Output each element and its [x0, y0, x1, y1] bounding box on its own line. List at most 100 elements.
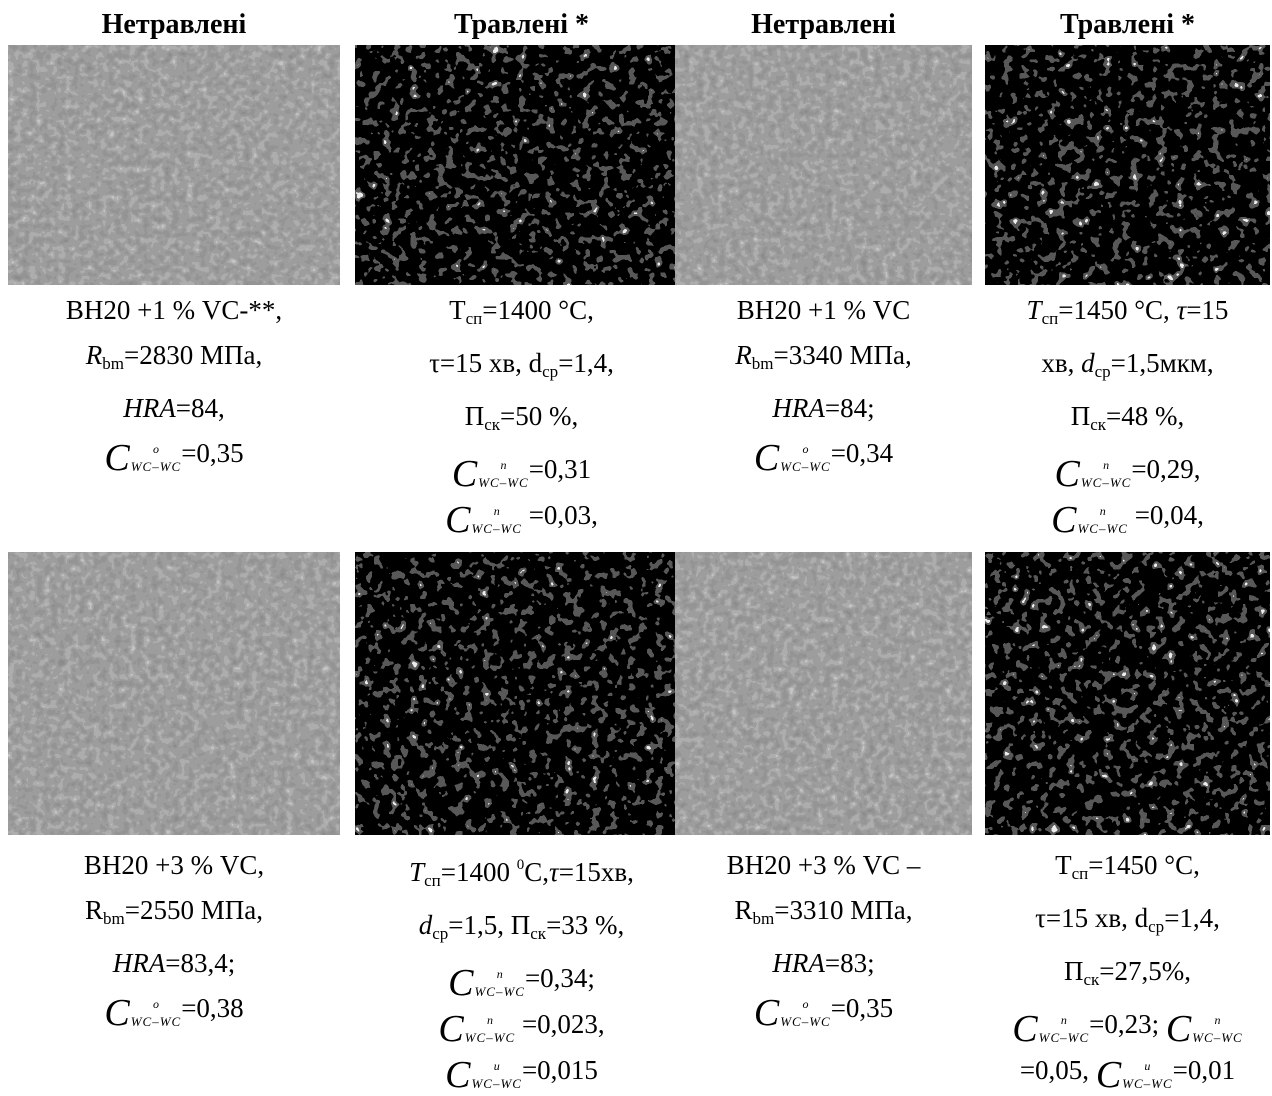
micrograph — [675, 552, 972, 835]
text-i: R — [735, 340, 752, 370]
text: =1450 °С, — [1058, 295, 1176, 325]
caption-line: ВН20 +1 % VC — [675, 288, 972, 333]
text: =0,05, — [1020, 1055, 1096, 1085]
caption-line: Пск=50 %, — [355, 394, 688, 447]
coef-sup: n — [471, 505, 522, 518]
coef-sub: WC–WC — [780, 1015, 831, 1028]
micrograph — [8, 45, 340, 285]
text: =0,03, — [522, 500, 598, 530]
coef-sub: WC–WC — [1192, 1031, 1243, 1044]
text-sub: ср — [1095, 362, 1111, 381]
coef-sub: WC–WC — [1039, 1031, 1090, 1044]
coef-indices: n WC–WC — [1081, 459, 1132, 489]
text: =50 %, — [500, 401, 578, 431]
text: =1,4, — [1164, 903, 1220, 933]
coef-sup: o — [131, 443, 182, 456]
coef-symbol: C — [445, 1056, 470, 1094]
coef-sub: WC–WC — [1122, 1077, 1173, 1090]
text-sub: ср — [432, 924, 448, 943]
coef-sup: o — [780, 443, 831, 456]
caption-line: ВН20 +3 % VC – — [675, 843, 972, 888]
text: =1,5мкм, — [1111, 348, 1214, 378]
text: ВН20 +1 % VC-**, — [66, 295, 282, 325]
coef-sub: WC–WC — [1077, 522, 1128, 535]
caption-line: Пск=27,5%, — [985, 949, 1270, 1002]
coef-symbol: C — [438, 1010, 463, 1048]
coef-sup: n — [1039, 1014, 1090, 1027]
caption-line: Tсп=1400 0С,τ=15хв, — [355, 843, 688, 903]
text: =2830 МПа, — [124, 340, 262, 370]
caption-line: τ=15 хв, dср=1,4, — [985, 896, 1270, 949]
text-sub: ск — [1090, 415, 1106, 434]
micrograph — [355, 45, 688, 285]
caption-line: Rbm=2550 МПа, — [8, 888, 340, 941]
caption-line: Tсп=1450 °С, τ=15 — [985, 288, 1270, 341]
text: ВН20 +3 % VC, — [84, 850, 264, 880]
text: П — [465, 401, 485, 431]
text: =0,38 — [181, 993, 243, 1023]
coef-sup: n — [1081, 459, 1132, 472]
text-sub: bm — [753, 909, 775, 928]
text-sub: сп — [466, 309, 483, 328]
text: =84, — [176, 393, 225, 423]
caption-line: CnWC–WC=0,34; — [355, 956, 688, 1002]
text: τ=15 хв, d — [429, 348, 542, 378]
caption-line: ВН20 +1 % VC-**, — [8, 288, 340, 333]
text-sub: сп — [424, 871, 441, 890]
coef-sub: WC–WC — [474, 985, 525, 998]
text: =15хв, — [559, 857, 634, 887]
coef-symbol: C — [754, 439, 779, 477]
text: П — [1064, 956, 1084, 986]
coef-symbol: C — [1166, 1010, 1191, 1048]
coef-indices: u WC–WC — [1122, 1060, 1173, 1090]
coef-sub: WC–WC — [1081, 476, 1132, 489]
text-i: R — [86, 340, 103, 370]
text: =0,34; — [525, 963, 595, 993]
text: хв, — [1041, 348, 1081, 378]
text: =3310 МПа, — [774, 895, 912, 925]
micrograph — [985, 45, 1270, 285]
text: =15 — [1186, 295, 1228, 325]
text: R — [85, 895, 103, 925]
coef-indices: nWC–WC — [1192, 1014, 1243, 1044]
coef-sup: u — [1122, 1060, 1173, 1073]
text: =0,29, — [1131, 454, 1200, 484]
text-sub: bm — [752, 354, 774, 373]
text: =27,5%, — [1099, 956, 1191, 986]
text-sub: ск — [1083, 970, 1099, 989]
text: Т — [449, 295, 466, 325]
text: =2550 МПа, — [125, 895, 263, 925]
coef-sup: u — [471, 1060, 522, 1073]
caption-line: Тсп=1450 °С, — [985, 843, 1270, 896]
micrograph — [355, 552, 688, 835]
coef-sup: o — [131, 998, 182, 1011]
text: =1450 °С, — [1088, 850, 1200, 880]
text: =84; — [825, 393, 875, 423]
caption-line: Пск=48 %, — [985, 394, 1270, 447]
text-i: τ — [549, 857, 559, 887]
caption-line: ВН20 +3 % VC, — [8, 843, 340, 888]
text-sub: ск — [530, 924, 546, 943]
text-sub: bm — [102, 354, 124, 373]
coef-sup: n — [474, 968, 525, 981]
coef-symbol: C — [104, 439, 129, 477]
coef-symbol: C — [1012, 1010, 1037, 1048]
coef-symbol: C — [1096, 1056, 1121, 1094]
text-sub: ср — [1148, 917, 1164, 936]
caption-line: CnWC–WC =0,023, — [355, 1002, 688, 1048]
